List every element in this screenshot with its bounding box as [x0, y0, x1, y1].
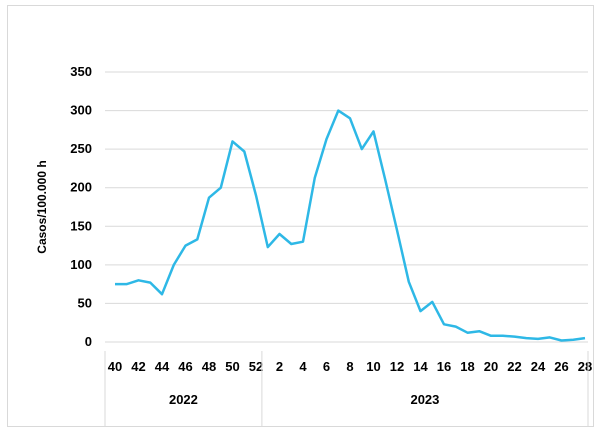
x-tick-label: 18: [460, 359, 474, 374]
y-tick-label: 200: [70, 180, 92, 195]
y-tick-label: 150: [70, 218, 92, 233]
x-tick-label: 48: [202, 359, 216, 374]
x-tick-label: 4: [299, 359, 307, 374]
y-tick-label: 350: [70, 64, 92, 79]
x-group-label: 2022: [169, 392, 198, 407]
x-group-label: 2023: [410, 392, 439, 407]
x-tick-label: 50: [225, 359, 239, 374]
x-tick-label: 46: [178, 359, 192, 374]
x-tick-label: 28: [578, 359, 592, 374]
chart-frame: 0 50 100 150 200 250 300 350 40 42 44 46 48 50 52 2 4 6 8…: [7, 5, 594, 427]
y-tick-label: 50: [78, 295, 92, 310]
x-tick-label: 14: [413, 359, 428, 374]
x-tick-label: 20: [484, 359, 498, 374]
x-tick-label: 24: [531, 359, 546, 374]
x-tick-label: 26: [554, 359, 568, 374]
y-tick-label: 300: [70, 103, 92, 118]
y-tick-label: 100: [70, 257, 92, 272]
x-tick-label: 6: [323, 359, 330, 374]
x-tick-label: 44: [155, 359, 170, 374]
series-line: [115, 109, 586, 342]
y-tick-label: 250: [70, 141, 92, 156]
y-axis-label: Casos/100.000 h: [35, 160, 49, 253]
x-tick-label: 12: [390, 359, 404, 374]
x-tick-label: 8: [346, 359, 353, 374]
x-tick-label: 40: [108, 359, 122, 374]
x-tick-label: 52: [249, 359, 263, 374]
x-tick-label: 22: [507, 359, 521, 374]
y-tick-label: 0: [85, 334, 92, 349]
x-tick-label: 42: [131, 359, 145, 374]
x-tick-label: 16: [437, 359, 451, 374]
x-tick-label: 2: [276, 359, 283, 374]
x-tick-label: 10: [366, 359, 380, 374]
